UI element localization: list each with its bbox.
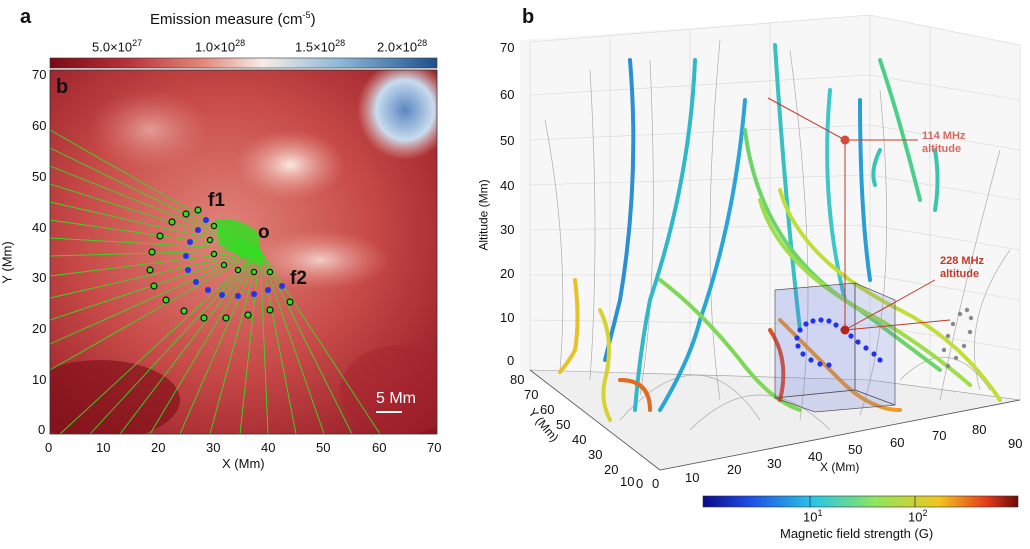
ytick-a: 40 [32,220,47,235]
gray-field-lines [544,39,1011,431]
colorbar-tick-a-4: 2.0×1028 [377,38,427,54]
colorbar-tick-a-1-text: 5.0×10 [92,39,133,55]
cross-markers-inner [206,222,274,276]
panel-a-colorbar [49,57,438,69]
colorbar-b-tick-2-exp: 2 [922,508,928,518]
colorbar-b-label: Magnetic field strength (G) [780,526,934,541]
ytick-b: 50 [556,417,571,432]
colorbar-tick-a-1-exp: 27 [132,38,143,48]
ztick-b: 60 [500,87,515,102]
colorbar-tick-a-4-exp: 28 [417,38,428,48]
xtick-a: 20 [151,440,166,455]
panel-b-zlabel: Altitude (Mm) [476,179,491,251]
xtick-b: 70 [932,428,947,443]
ytick-b: 80 [510,372,525,387]
ytick-a: 20 [32,321,47,336]
ytick-a: 10 [32,372,47,387]
ztick-b: 30 [500,222,515,237]
colorbar-b-tick-1: 101 [803,508,822,524]
colorbar-tick-a-1: 5.0×1027 [92,38,142,54]
ztick-b: 10 [500,310,515,325]
xtick-b: 10 [685,470,700,485]
ytick-a: 30 [32,270,47,285]
ztick-b: 70 [500,40,515,55]
xtick-b: 30 [767,456,782,471]
label-o: o [258,222,270,243]
xtick-a: 40 [261,440,276,455]
ytick-b: 60 [540,402,555,417]
xtick-b: 80 [972,422,987,437]
colorbar-tick-a-2-exp: 28 [235,38,246,48]
ytick-b: 20 [604,462,619,477]
ytick-b: 10 [620,474,635,489]
panel-b-gray-dots [941,307,974,369]
marker-228mhz [840,325,850,335]
xtick-a: 10 [96,440,111,455]
emission-map [50,70,437,434]
xtick-b: 60 [890,435,905,450]
xtick-a: 30 [206,440,221,455]
colorbar-tick-a-3: 1.5×1028 [295,38,345,54]
annotation-lines [767,97,951,331]
ztick-b: 50 [500,133,515,148]
ytick-b: 70 [524,387,539,402]
ytick-a: 50 [32,169,47,184]
colorbar-title-a: Emission measure (cm-5) [150,10,316,28]
annotation-228mhz-line2: altitude [940,268,980,280]
panel-b-xlabel: X (Mm) [820,460,860,474]
xtick-b: 50 [848,442,863,457]
xtick-b: 90 [1008,436,1023,451]
panel-a-xlabel: X (Mm) [222,456,265,471]
colorbar-tick-a-3-exp: 28 [335,38,346,48]
colorbar-title-exp: -5 [302,10,311,20]
label-f1: f1 [208,190,225,211]
marker-114mhz [840,135,850,145]
xtick-a: 60 [372,440,387,455]
panel-b-colorbar [702,495,1019,508]
annotation-114mhz-line1: 114 MHz [922,130,966,142]
xtick-b: 20 [727,462,742,477]
panel-b-letter: b [522,6,535,28]
xtick-a: 70 [427,440,442,455]
colorbar-tick-a-4-text: 2.0×10 [377,39,418,55]
scale-bar-label: 5 Mm [376,390,416,407]
ztick-b: 20 [500,266,515,281]
ytick-b: 30 [588,447,603,462]
annotation-114mhz: 114 MHz altitude [922,130,965,156]
ytick-a: 60 [32,118,47,133]
ztick-b: 0 [507,353,515,368]
green-fan [215,218,262,262]
annotation-228mhz: 228 MHz altitude [940,255,984,281]
ytick-a: 0 [38,422,46,437]
ytick-a: 70 [32,67,47,82]
colorbar-b-tick-1-exp: 1 [817,508,823,518]
label-f2: f2 [290,268,307,289]
colorbar-tick-a-3-text: 1.5×10 [295,39,336,55]
annotation-114mhz-line2: altitude [922,143,962,155]
xtick-b: 0 [652,476,660,491]
ytick-b: 40 [572,432,587,447]
colored-field-lines [558,43,1002,422]
annotation-228mhz-line1: 228 MHz [940,255,985,267]
cube-228mhz [774,282,896,413]
ytick-b: 0 [636,476,644,491]
panel-a-letter: a [20,6,32,28]
xtick-b: 40 [808,449,823,464]
colorbar-title-close: ) [310,11,316,28]
blue-dots [183,217,285,299]
colorbar-b-tick-2-text: 10 [908,509,923,525]
panel-a-ylabel: Y (Mm) [0,241,15,284]
colorbar-tick-a-2-text: 1.0×10 [195,39,236,55]
colorbar-b-tick-1-text: 10 [803,509,818,525]
cross-markers-outer [146,206,294,322]
colorbar-tick-a-2: 1.0×1028 [195,38,245,54]
colorbar-title-text: Emission measure (cm [150,11,303,28]
ztick-b: 40 [500,178,515,193]
colorbar-b-tick-2: 102 [908,508,927,524]
xtick-a: 0 [45,440,53,455]
xtick-a: 50 [316,440,331,455]
panel-a-inner-letter: b [56,76,69,98]
